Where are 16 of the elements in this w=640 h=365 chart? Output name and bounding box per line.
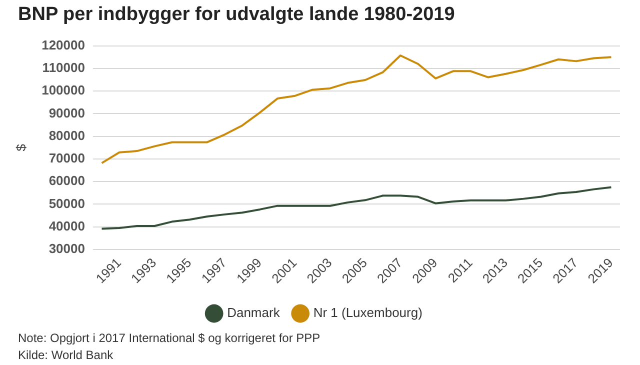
y-tick-label: 40000 (48, 218, 85, 234)
chart-title: BNP per indbygger for udvalgte lande 1980-2019 (18, 4, 455, 26)
y-tick-label: 70000 (48, 150, 85, 166)
y-tick-label: 100000 (42, 82, 85, 98)
y-tick-label: 80000 (48, 128, 85, 143)
y-axis-title: $ (13, 143, 28, 152)
y-tick-label: 60000 (48, 173, 85, 188)
y-tick-label: 50000 (48, 196, 85, 211)
y-tick-label: 110000 (42, 60, 85, 76)
text: Kilde: World Bank (18, 347, 114, 364)
legend-label: Nr 1 (Luxembourg) (313, 305, 422, 320)
y-tick-label: 120000 (42, 37, 85, 52)
legend-label: Danmark (227, 305, 280, 320)
y-tick-label: 90000 (48, 105, 85, 120)
text: Note: Opgjort i 2017 International $ og korrigeret for PPP (18, 330, 320, 347)
y-tick-label: 30000 (48, 241, 85, 256)
